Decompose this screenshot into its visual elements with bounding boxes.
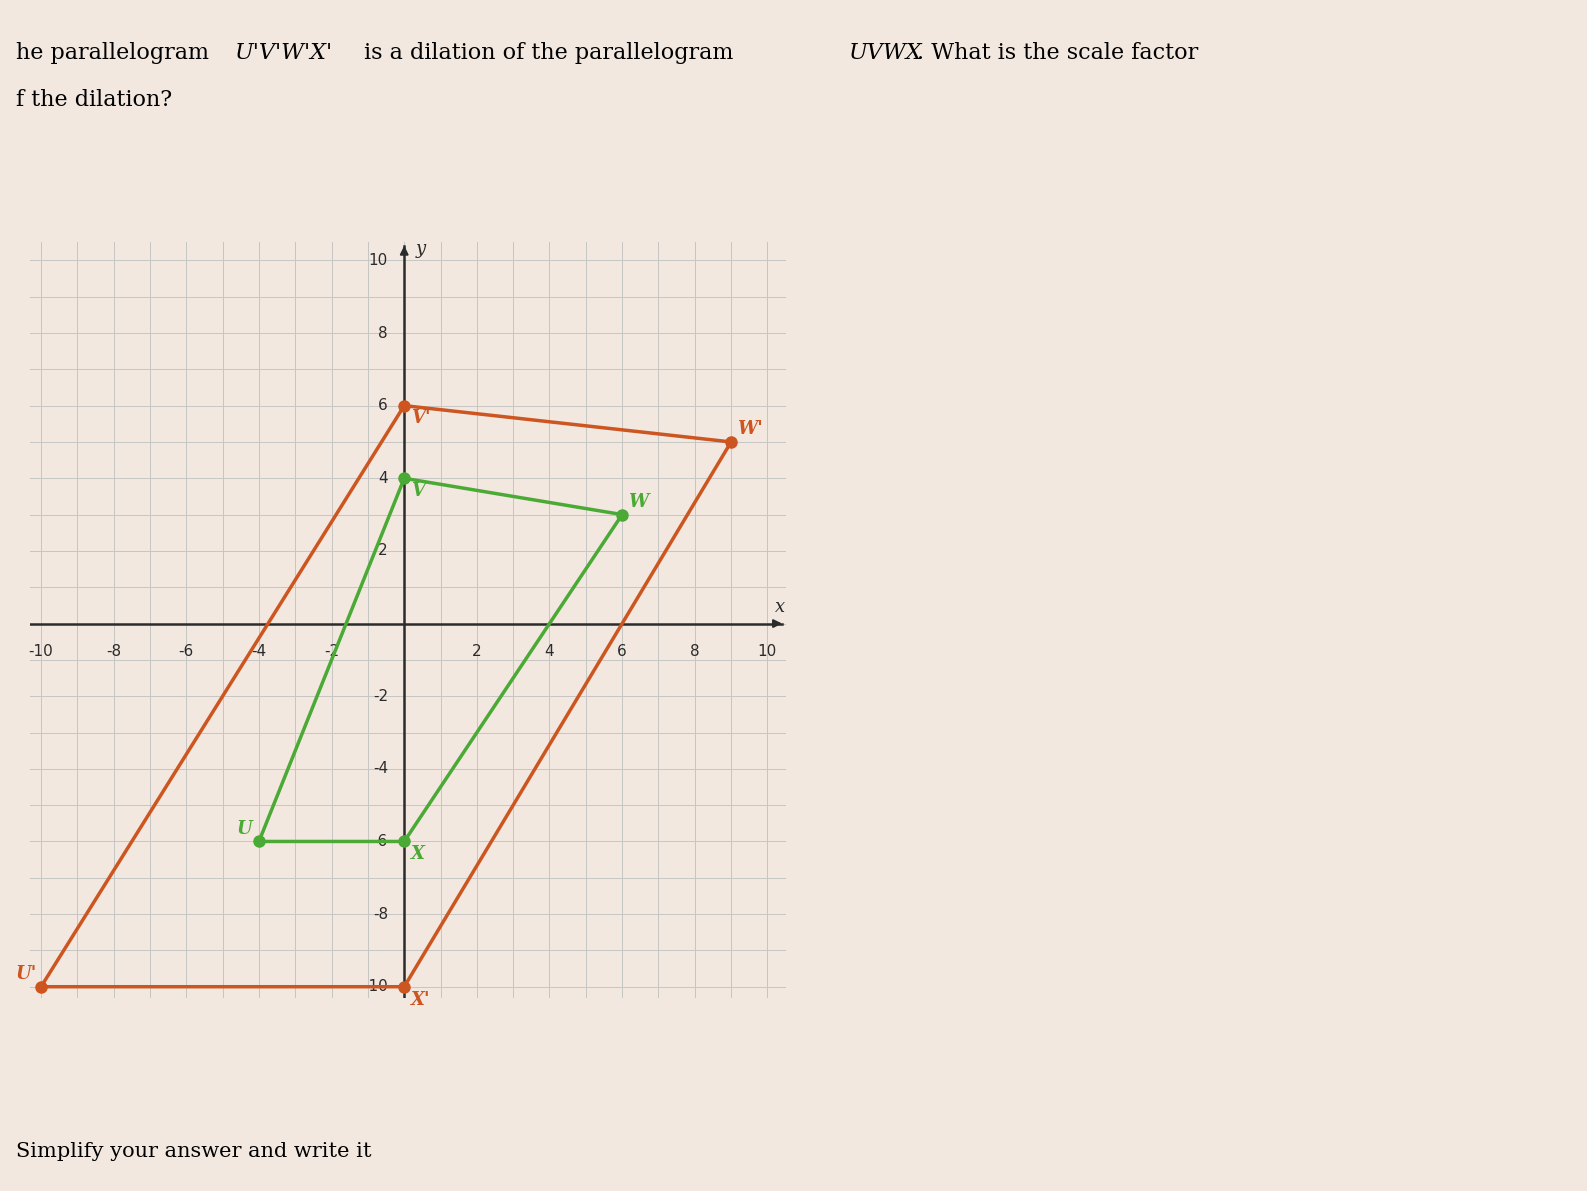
Text: 2: 2 bbox=[471, 643, 482, 659]
Text: U: U bbox=[236, 819, 252, 837]
Text: 6: 6 bbox=[378, 398, 387, 413]
Text: is a dilation of the parallelogram: is a dilation of the parallelogram bbox=[357, 42, 741, 63]
Text: -8: -8 bbox=[106, 643, 121, 659]
Text: -6: -6 bbox=[179, 643, 194, 659]
Text: 8: 8 bbox=[378, 325, 387, 341]
Text: he parallelogram: he parallelogram bbox=[16, 42, 216, 63]
Text: . What is the scale factor: . What is the scale factor bbox=[917, 42, 1198, 63]
Text: 4: 4 bbox=[544, 643, 554, 659]
Text: -4: -4 bbox=[373, 761, 387, 777]
Text: 10: 10 bbox=[368, 252, 387, 268]
Text: 10: 10 bbox=[757, 643, 778, 659]
Text: f the dilation?: f the dilation? bbox=[16, 89, 171, 111]
Text: 2: 2 bbox=[378, 543, 387, 559]
Text: -10: -10 bbox=[29, 643, 54, 659]
Text: X': X' bbox=[411, 991, 430, 1009]
Text: X: X bbox=[411, 846, 425, 863]
Text: U': U' bbox=[16, 965, 37, 983]
Text: -4: -4 bbox=[251, 643, 267, 659]
Text: -2: -2 bbox=[373, 688, 387, 704]
Text: y: y bbox=[416, 241, 425, 258]
Text: W': W' bbox=[738, 420, 763, 438]
Text: U'V'W'X': U'V'W'X' bbox=[235, 42, 333, 63]
Text: -10: -10 bbox=[363, 979, 387, 994]
Text: -2: -2 bbox=[324, 643, 340, 659]
Text: V': V' bbox=[411, 410, 430, 428]
Text: UVWX: UVWX bbox=[849, 42, 922, 63]
Text: W: W bbox=[628, 493, 649, 511]
Text: V: V bbox=[411, 482, 425, 500]
Text: 4: 4 bbox=[378, 470, 387, 486]
Text: -6: -6 bbox=[373, 834, 387, 849]
Text: x: x bbox=[774, 598, 786, 616]
Text: -8: -8 bbox=[373, 906, 387, 922]
Text: 6: 6 bbox=[617, 643, 627, 659]
Text: Simplify your answer and write it: Simplify your answer and write it bbox=[16, 1142, 371, 1161]
Text: 8: 8 bbox=[690, 643, 700, 659]
